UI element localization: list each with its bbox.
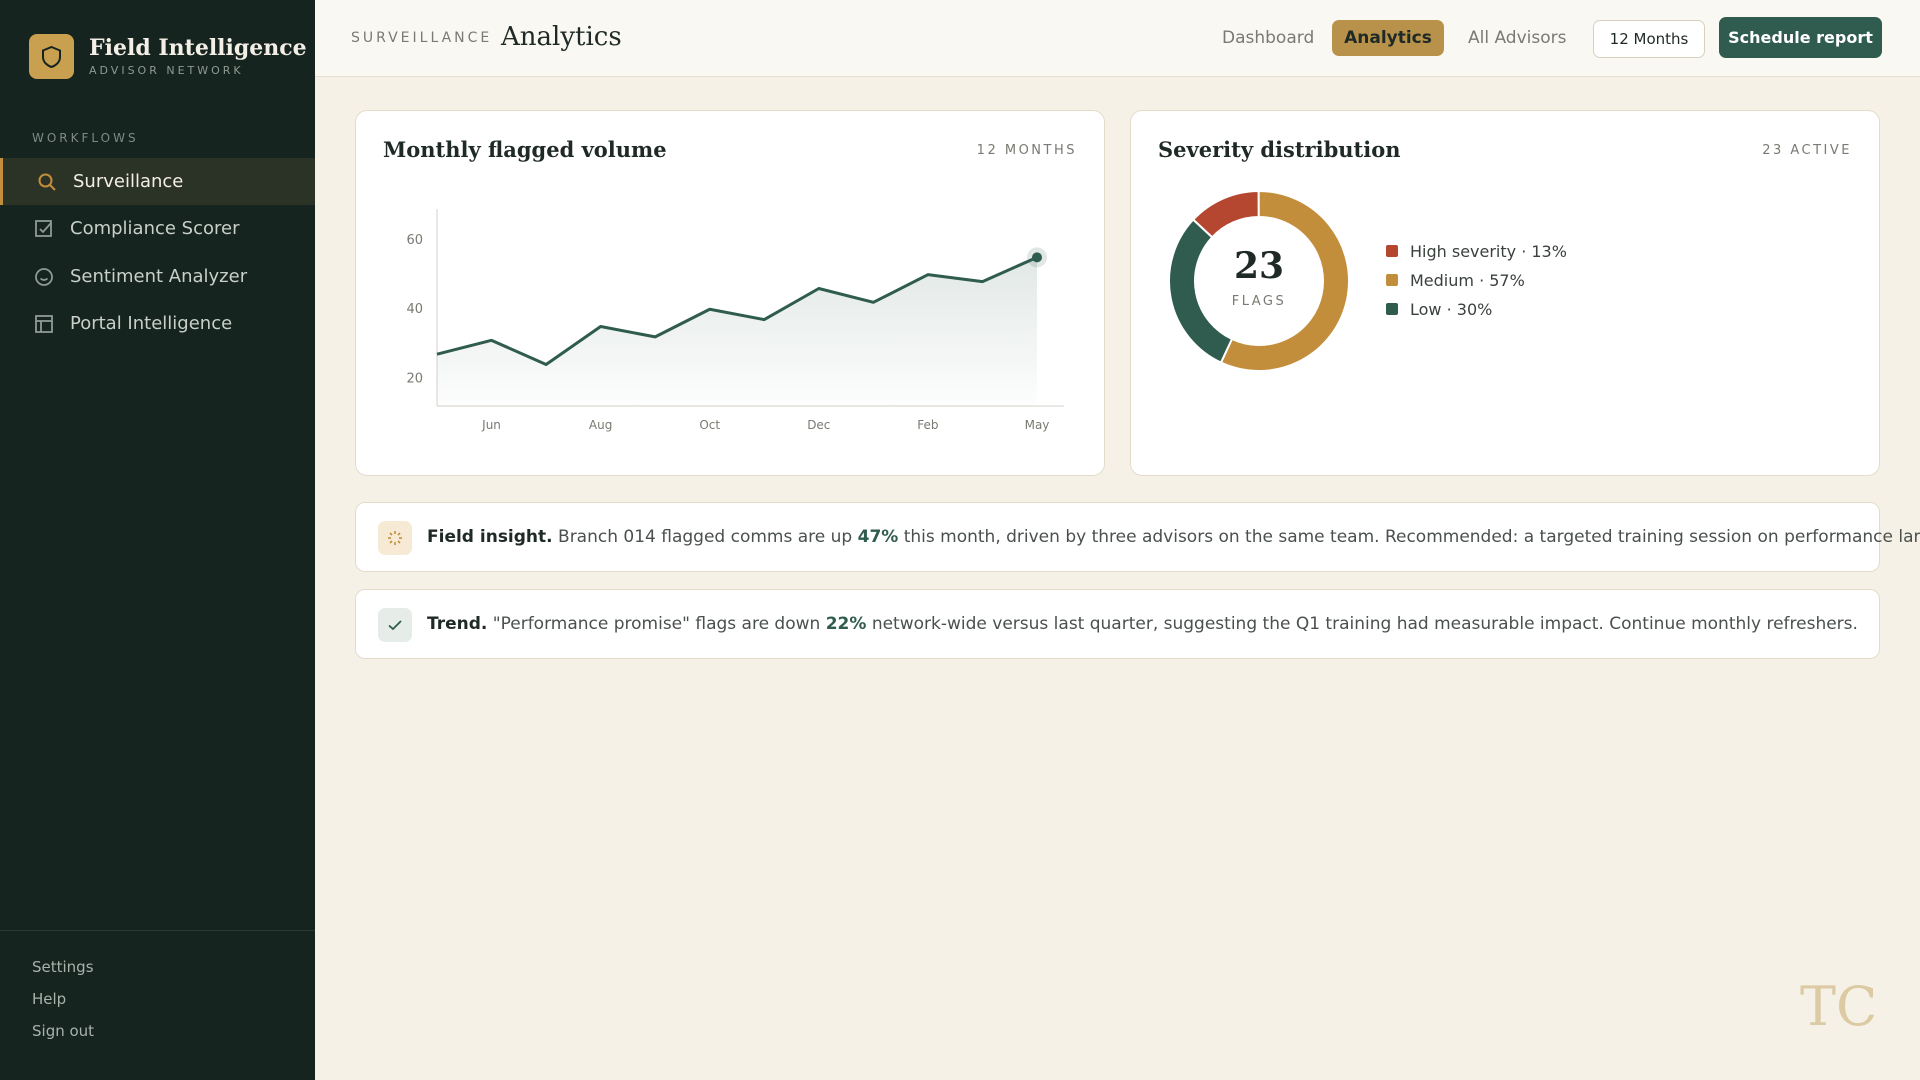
page-title: Analytics [501, 22, 622, 52]
area [437, 257, 1037, 406]
nav-item[interactable]: Compliance Scorer [0, 205, 315, 252]
x-tick-label: Jun [481, 418, 501, 432]
center-label: FLAGS [1232, 294, 1287, 309]
tab[interactable]: Dashboard [1222, 28, 1315, 48]
line-card: Monthly flagged volume 12 MONTHS 20 40 60 J… [355, 110, 1105, 476]
nav-item[interactable]: Portal Intelligence [0, 300, 315, 347]
x-tick-label: Feb [917, 418, 938, 432]
center-value: 23 [1234, 245, 1284, 287]
legend-label: Medium · 57% [1410, 271, 1525, 290]
eyebrow: SURVEILLANCE [351, 30, 493, 46]
donut-segment [1219, 189, 1350, 372]
sidebar: Field Intelligence ADVISOR NETWORK WORKF… [0, 0, 315, 1080]
nav-label: Surveillance [73, 171, 184, 192]
insight: Trend. "Performance promise" flags are d… [355, 589, 1880, 659]
footer-link[interactable]: Settings [32, 958, 94, 976]
line-chart: 20 40 60 Jun Aug Oct Dec Feb May [406, 209, 1064, 432]
nav-label: Compliance Scorer [70, 218, 240, 239]
text: network-wide versus last quarter, sugges… [866, 614, 1858, 634]
legend-swatch [1386, 303, 1398, 315]
card-title: Monthly flagged volume [383, 137, 667, 162]
x-tick-label: Oct [699, 418, 720, 432]
legend-swatch [1386, 245, 1398, 257]
highlight: 22% [825, 614, 867, 634]
nav-item[interactable]: Sentiment Analyzer [0, 253, 315, 300]
text: Branch 014 flagged comms are up [552, 527, 858, 547]
logo [29, 34, 74, 79]
text: this month, driven by three advisors on … [898, 527, 1920, 547]
y-tick-label: 20 [406, 371, 423, 386]
icon [35, 220, 52, 237]
donut-chart: High severity · 13% Medium · 57% Low · 30%… [1168, 189, 1567, 372]
brand-sub: ADVISOR NETWORK [89, 64, 244, 77]
nav-item[interactable]: Surveillance [0, 158, 315, 205]
nav-label: Portal Intelligence [70, 313, 233, 334]
icon [35, 268, 53, 286]
x-tick-label: May [1025, 418, 1050, 432]
footer-link[interactable]: Sign out [32, 1022, 95, 1040]
nav-label: Sentiment Analyzer [70, 266, 248, 287]
logo-icon [42, 45, 61, 69]
icon [35, 315, 53, 333]
section-label: WORKFLOWS [32, 131, 139, 145]
tab[interactable]: All Advisors [1468, 28, 1567, 48]
insight-text: Field insight. Branch 014 flagged comms … [427, 527, 1920, 547]
end-point [1032, 252, 1042, 263]
insight-text: Trend. "Performance promise" flags are d… [427, 614, 1858, 634]
donut-card: Severity distribution 23 ACTIVE High sev… [1130, 110, 1880, 476]
line [436, 256, 1038, 367]
card-badge: 12 MONTHS [976, 143, 1077, 158]
insight-label: Trend. [427, 614, 488, 634]
legend-label: Low · 30% [1410, 300, 1492, 319]
text: "Performance promise" flags are down [487, 614, 826, 634]
range-button[interactable]: 12 Months [1593, 20, 1705, 58]
insight: Field insight. Branch 014 flagged comms … [355, 502, 1920, 572]
x-tick-label: Dec [807, 418, 830, 432]
insight-icon [378, 608, 412, 642]
highlight: 47% [857, 527, 899, 547]
insight-label: Field insight. [427, 527, 553, 547]
legend-swatch [1386, 274, 1398, 286]
icon [38, 173, 56, 191]
footer-link[interactable]: Help [32, 990, 67, 1008]
x-tick-label: Aug [589, 418, 612, 432]
primary-button[interactable]: Schedule report [1719, 17, 1882, 58]
icon [388, 620, 402, 631]
card-title: Severity distribution [1158, 137, 1401, 162]
header: SURVEILLANCE Analytics Dashboard Analyti… [315, 0, 1920, 77]
donut-segment [1168, 218, 1234, 364]
legend-label: High severity · 13% [1410, 242, 1567, 261]
watermark: TC [1800, 975, 1878, 1038]
divider [0, 930, 315, 931]
tab-active[interactable]: Analytics [1332, 20, 1444, 56]
card-badge: 23 ACTIVE [1762, 143, 1852, 158]
brand: Field Intelligence [89, 35, 307, 61]
insight-icon [378, 521, 412, 555]
icon [388, 531, 402, 545]
y-tick-label: 40 [406, 302, 423, 317]
y-tick-label: 60 [406, 233, 423, 248]
